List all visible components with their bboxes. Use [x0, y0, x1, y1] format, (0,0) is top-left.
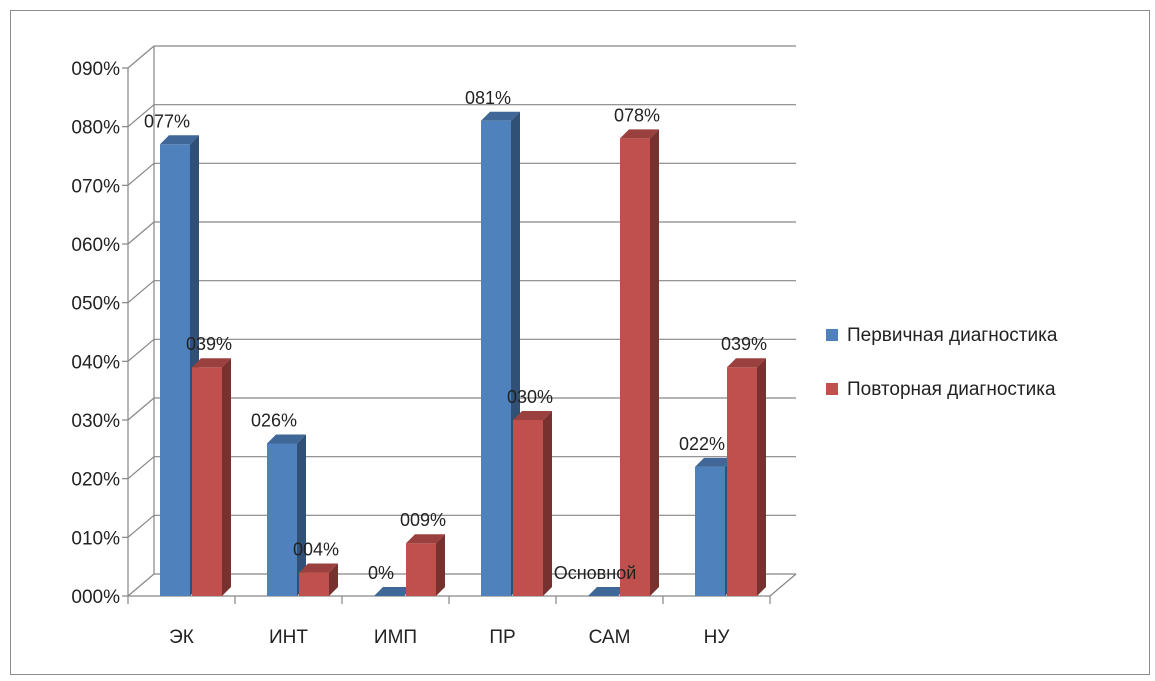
bar-top: [192, 358, 231, 368]
bar-top: [513, 411, 552, 420]
bar-top: [406, 534, 445, 544]
y-tick-label: 060%: [71, 235, 120, 256]
bar-side: [329, 563, 338, 596]
bar-side: [650, 129, 659, 596]
y-tick-label: 090%: [71, 59, 120, 80]
gridline-diagonal: [127, 280, 155, 304]
bar-top: [588, 587, 627, 596]
bar-front: [620, 138, 650, 596]
gridlines: [127, 45, 796, 597]
data-label: 030%: [507, 387, 553, 407]
bar: [267, 434, 306, 596]
category-label: НУ: [704, 627, 731, 648]
y-tick-label: 050%: [71, 294, 120, 315]
gridline-diagonal: [127, 104, 155, 128]
bar-front: [267, 443, 297, 596]
floor-edge: [769, 573, 797, 597]
bar-top: [727, 358, 766, 368]
gridline-diagonal: [127, 514, 155, 538]
bar-top: [299, 563, 338, 573]
data-label: 039%: [721, 334, 767, 354]
category-label: ПР: [489, 627, 515, 648]
y-tick-label: 030%: [71, 411, 120, 432]
bar-front: [160, 144, 190, 596]
bar-front: [513, 420, 543, 596]
category-label: ИНТ: [269, 627, 308, 648]
gridline-diagonal: [127, 162, 155, 186]
data-label: 039%: [186, 334, 232, 354]
bar: [513, 411, 552, 596]
gridline-diagonal: [127, 397, 155, 421]
bar: [620, 129, 659, 596]
legend-swatch: [826, 383, 838, 395]
y-tick-label: 080%: [71, 118, 120, 139]
bar-top: [695, 457, 734, 467]
bars: [160, 111, 766, 597]
category-label: САМ: [589, 627, 631, 648]
bar-front: [481, 120, 511, 597]
y-tick-label: 070%: [71, 176, 120, 197]
bar: [588, 587, 627, 596]
data-label: 0%: [368, 563, 394, 583]
data-label: Основной: [554, 563, 637, 583]
bar: [192, 358, 231, 596]
bar: [727, 358, 766, 596]
y-tick-label: 020%: [71, 470, 120, 491]
bar-side: [757, 358, 766, 596]
bar-front: [299, 572, 329, 596]
axes: 000% 010% 020% 030% 040% 050% 060% 070% 080% 090%…: [71, 46, 797, 648]
y-tick-label: 040%: [71, 352, 120, 373]
legend-swatch: [826, 329, 838, 341]
data-label: 077%: [144, 111, 190, 131]
y-tick-label: 000%: [71, 587, 120, 608]
data-label: 078%: [614, 105, 660, 125]
legend-entry: Повторная диагностика: [847, 379, 1056, 400]
data-label: 026%: [251, 410, 297, 430]
gridline-diagonal: [127, 338, 155, 362]
data-label: 004%: [293, 540, 339, 560]
data-label: 022%: [679, 434, 725, 454]
gridline-diagonal: [127, 456, 155, 480]
gridline-diagonal: [127, 573, 155, 597]
category-label: ЭК: [169, 627, 194, 648]
legend-entry: Первичная диагностика: [847, 325, 1058, 346]
gridline-diagonal: [127, 45, 155, 69]
bar-side: [436, 534, 445, 596]
bar-side: [543, 411, 552, 596]
bar-side: [222, 358, 231, 596]
bar-top: [160, 135, 199, 145]
bar-side: [297, 434, 306, 596]
legend: Первичная диагностика Повторная диагности…: [826, 325, 1058, 400]
category-label: ИМП: [374, 627, 417, 648]
bar: [299, 563, 338, 596]
bar-top: [374, 587, 413, 596]
data-labels: 077% 026% 0% 081% Основной 022% 039% 004% 009% 03…: [144, 88, 767, 583]
data-label: 009%: [400, 510, 446, 530]
bar-top: [620, 129, 659, 139]
bar: [160, 135, 199, 596]
bar-front: [406, 543, 436, 596]
bar-top: [267, 434, 306, 444]
y-tick-label: 010%: [71, 528, 120, 549]
bar: [374, 587, 413, 596]
bar: [406, 534, 445, 596]
bar-front: [695, 466, 725, 596]
gridline-diagonal: [127, 221, 155, 245]
bar-front: [192, 367, 222, 596]
data-label: 081%: [465, 88, 511, 108]
bar-front: [727, 367, 757, 596]
bar-top: [481, 111, 520, 121]
